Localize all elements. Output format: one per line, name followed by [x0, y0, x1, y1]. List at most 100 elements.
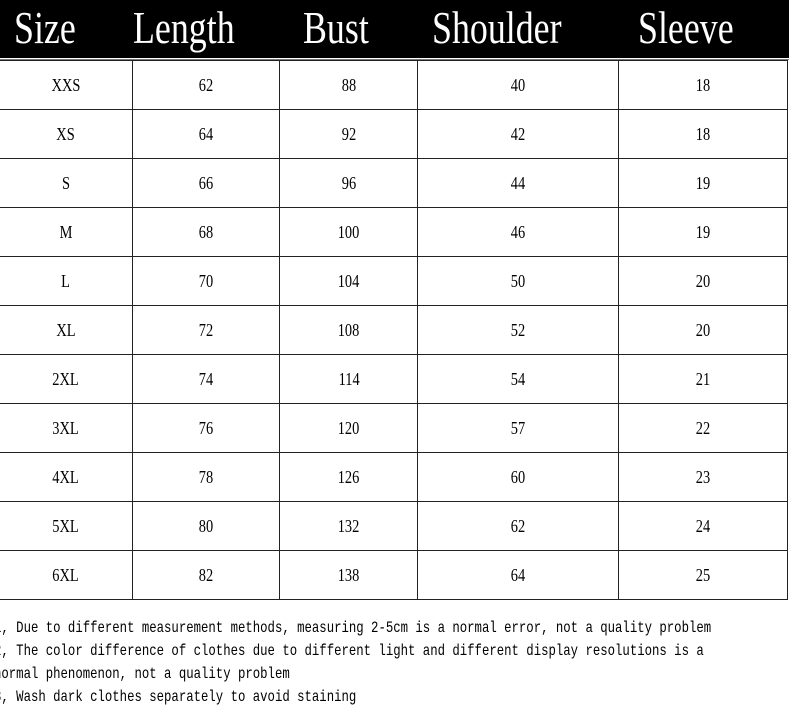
table-cell: 3XL: [0, 403, 133, 453]
table-row: S 66 96 44 19: [0, 158, 789, 208]
cell-value: 54: [510, 368, 526, 389]
table-row: XXS 62 88 40 18: [0, 60, 789, 110]
table-cell: 2XL: [0, 354, 133, 404]
table-cell: 23: [617, 452, 789, 502]
table-cell: 108: [278, 305, 419, 355]
cell-value: 24: [695, 515, 711, 536]
note-3: 3, Wash dark clothes separately to avoid…: [0, 688, 357, 706]
cell-value: 18: [695, 74, 711, 95]
note-2-cont: normal phenomenon, not a quality problem: [0, 665, 290, 683]
table-row: L 70 104 50 20: [0, 256, 789, 306]
table-cell: 54: [417, 354, 619, 404]
table-cell: 57: [417, 403, 619, 453]
table-cell: XL: [0, 305, 133, 355]
cell-value: 126: [337, 466, 360, 487]
table-cell: 4XL: [0, 452, 133, 502]
cell-value: 72: [198, 319, 213, 340]
table-cell: 6XL: [0, 550, 133, 600]
table-cell: 40: [417, 60, 619, 110]
table-row: 6XL 82 138 64 25: [0, 550, 789, 600]
cell-value: 50: [510, 270, 526, 291]
cell-value: 80: [198, 515, 213, 536]
table-cell: 80: [131, 501, 280, 551]
cell-value: 2XL: [52, 368, 79, 389]
cell-value: 82: [198, 564, 213, 585]
table-cell: 114: [278, 354, 419, 404]
table-cell: 25: [617, 550, 789, 600]
table-cell: 66: [131, 158, 280, 208]
table-cell: 18: [617, 109, 789, 159]
cell-value: 4XL: [52, 466, 79, 487]
cell-value: 44: [510, 172, 526, 193]
cell-value: 40: [510, 74, 526, 95]
cell-value: XL: [56, 319, 76, 340]
table-cell: 24: [617, 501, 789, 551]
cell-value: 20: [695, 319, 711, 340]
cell-value: 96: [341, 172, 356, 193]
table-cell: 64: [131, 109, 280, 159]
cell-value: 68: [198, 221, 213, 242]
cell-value: 70: [198, 270, 213, 291]
table-cell: 104: [278, 256, 419, 306]
table-cell: 126: [278, 452, 419, 502]
cell-value: 114: [338, 368, 360, 389]
table-cell: 19: [617, 207, 789, 257]
table-row: XL 72 108 52 20: [0, 305, 789, 355]
cell-value: 104: [337, 270, 360, 291]
table-row: M 68 100 46 19: [0, 207, 789, 257]
header-length: Length: [133, 2, 235, 53]
table-cell: 44: [417, 158, 619, 208]
notes: 1, Due to different measurement methods,…: [0, 617, 789, 709]
table-cell: 100: [278, 207, 419, 257]
header-shoulder: Shoulder: [432, 2, 562, 53]
table-cell: M: [0, 207, 133, 257]
cell-value: 64: [510, 564, 526, 585]
header-size: Size: [14, 2, 76, 53]
table-cell: 46: [417, 207, 619, 257]
cell-value: 74: [198, 368, 213, 389]
cell-value: S: [61, 172, 70, 193]
table-header: Size Length Bust Shoulder Sleeve: [0, 0, 789, 58]
cell-value: 88: [341, 74, 356, 95]
cell-value: 20: [695, 270, 711, 291]
cell-value: 76: [198, 417, 213, 438]
cell-value: 64: [198, 123, 213, 144]
table-row: 4XL 78 126 60 23: [0, 452, 789, 502]
cell-value: 19: [695, 172, 711, 193]
cell-value: 66: [198, 172, 213, 193]
table-cell: 21: [617, 354, 789, 404]
cell-value: 120: [337, 417, 360, 438]
cell-value: 42: [510, 123, 526, 144]
table-cell: 20: [617, 256, 789, 306]
table-cell: 78: [131, 452, 280, 502]
table-cell: 62: [417, 501, 619, 551]
cell-value: 6XL: [52, 564, 79, 585]
table-cell: 20: [617, 305, 789, 355]
cell-value: 19: [695, 221, 711, 242]
cell-value: 23: [695, 466, 711, 487]
table-row: 3XL 76 120 57 22: [0, 403, 789, 453]
cell-value: 92: [341, 123, 356, 144]
table-cell: 22: [617, 403, 789, 453]
table-cell: XXS: [0, 60, 133, 110]
cell-value: 132: [337, 515, 360, 536]
cell-value: 138: [337, 564, 360, 585]
table-cell: 120: [278, 403, 419, 453]
table-row: 5XL 80 132 62 24: [0, 501, 789, 551]
table-cell: L: [0, 256, 133, 306]
table-cell: 52: [417, 305, 619, 355]
cell-value: 78: [198, 466, 213, 487]
table-cell: 60: [417, 452, 619, 502]
table-cell: 42: [417, 109, 619, 159]
cell-value: 22: [695, 417, 711, 438]
table-cell: XS: [0, 109, 133, 159]
table-cell: 18: [617, 60, 789, 110]
header-sleeve: Sleeve: [638, 2, 734, 53]
table-cell: 96: [278, 158, 419, 208]
table-row: XS 64 92 42 18: [0, 109, 789, 159]
cell-value: XXS: [51, 74, 81, 95]
header-bust: Bust: [303, 2, 369, 53]
cell-value: 60: [510, 466, 526, 487]
table-cell: 19: [617, 158, 789, 208]
cell-value: 57: [510, 417, 526, 438]
